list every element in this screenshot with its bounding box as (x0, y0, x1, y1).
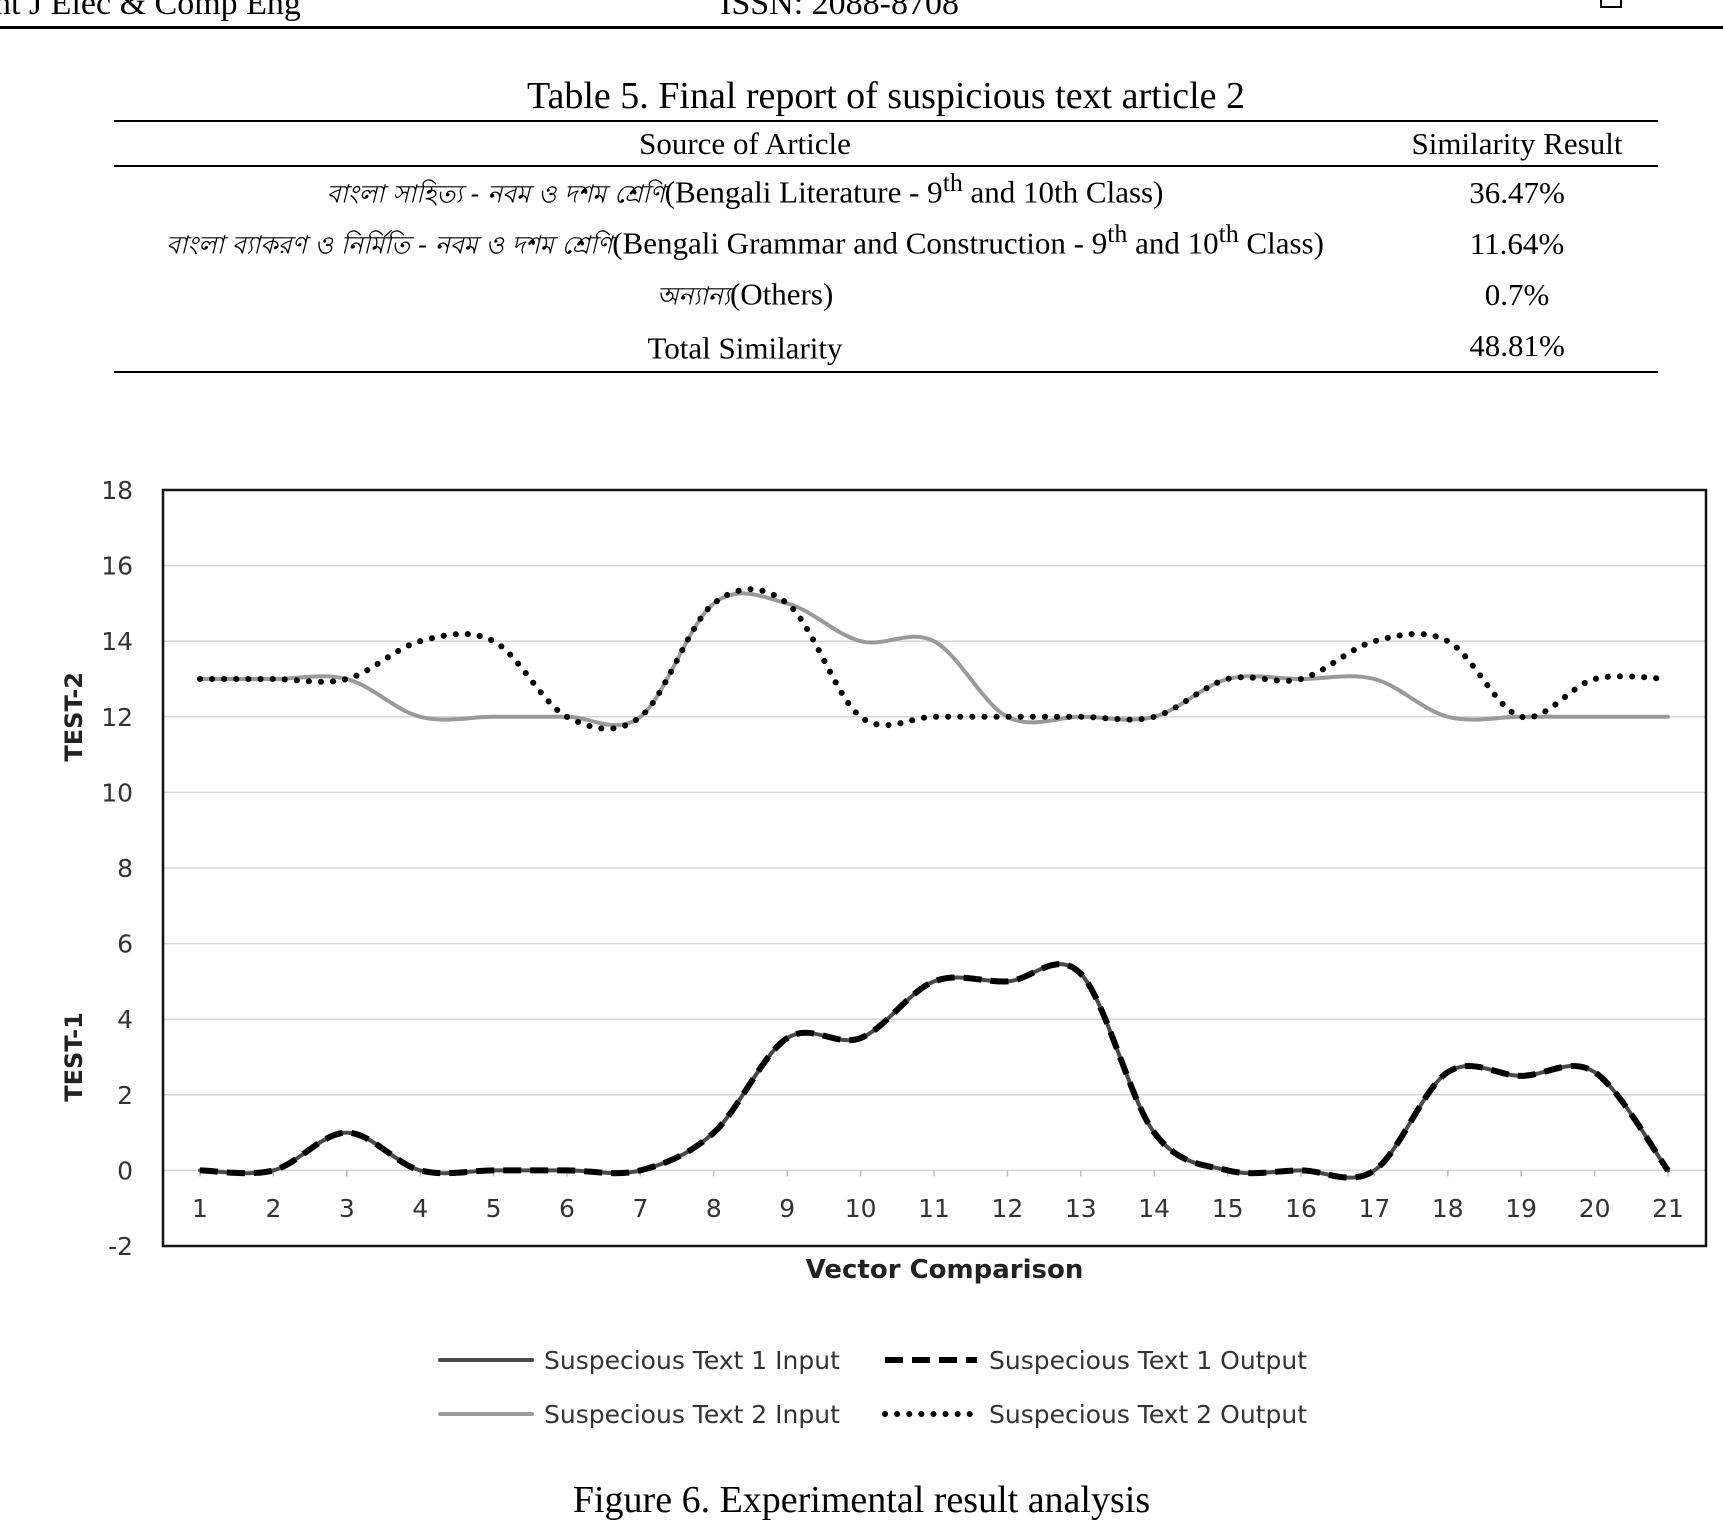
result-cell: 0.7% (1484, 276, 1550, 312)
bengali-text: অন্যান্য (656, 281, 730, 311)
x-axis-label: Vector Comparison (806, 1255, 1084, 1285)
source-text: (Bengali Grammar and Construction - 9 (612, 225, 1108, 261)
y-tick-label: 16 (101, 552, 133, 581)
x-tick-label: 19 (1505, 1194, 1537, 1223)
table-header-row: Source of Article Similarity Result (114, 121, 1658, 166)
column-header-source: Source of Article (639, 125, 851, 161)
y-tick-label: 2 (117, 1081, 133, 1110)
bengali-text: বাংলা সাহিত্য - নবম ও দশম শ্রেণি (326, 179, 665, 209)
source-text: and 10th Class) (962, 174, 1164, 210)
source-text: Class) (1238, 225, 1324, 261)
bengali-text: বাংলা ব্যাকরণ ও নির্মিতি - নবম ও দশম শ্র… (166, 230, 613, 260)
column-header-result: Similarity Result (1411, 125, 1623, 161)
x-tick-label: 14 (1138, 1194, 1170, 1223)
source-cell: বাংলা সাহিত্য - নবম ও দশম শ্রেণি(Bengali… (114, 166, 1376, 218)
y-tick-label: 0 (117, 1156, 133, 1185)
header-rule (0, 26, 1723, 29)
x-tick-label: 21 (1652, 1194, 1684, 1223)
x-tick-label: 12 (991, 1194, 1023, 1223)
superscript: th (942, 167, 963, 197)
y-axis-label: TEST-2 (60, 672, 88, 762)
table-row: বাংলা সাহিত্য - নবম ও দশম শ্রেণি(Bengali… (114, 166, 1658, 218)
source-text: (Bengali Literature - 9 (664, 174, 943, 210)
source-cell: বাংলা ব্যাকরণ ও নির্মিতি - নবম ও দশম শ্র… (114, 218, 1376, 269)
journal-name: nt J Elec & Comp Eng (0, 0, 301, 22)
table-caption: Table 5. Final report of suspicious text… (526, 75, 1246, 117)
source-cell: Total Similarity (114, 320, 1376, 372)
x-tick-label: 5 (486, 1194, 502, 1223)
legend-label: Suspecious Text 1 Input (544, 1346, 840, 1375)
x-tick-label: 7 (632, 1194, 648, 1223)
y-tick-label: 4 (117, 1005, 133, 1034)
y-tick-label: 8 (117, 854, 133, 883)
y-axis-label: TEST-1 (60, 1012, 88, 1102)
x-tick-label: 9 (779, 1194, 795, 1223)
source-text: Total Similarity (647, 330, 843, 366)
x-tick-label: 13 (1065, 1194, 1097, 1223)
x-tick-label: 10 (845, 1194, 877, 1223)
x-tick-label: 17 (1358, 1194, 1390, 1223)
superscript: th (1218, 218, 1239, 248)
table-row: অন্যান্য(Others) 0.7% (114, 269, 1658, 320)
x-tick-label: 4 (412, 1194, 428, 1223)
series-line-2 (199, 961, 1671, 1181)
source-text: (Others) (729, 276, 834, 312)
legend-label: Suspecious Text 2 Input (544, 1400, 840, 1429)
x-tick-label: 20 (1579, 1194, 1611, 1223)
issn: ISSN: 2088-8708 (720, 0, 959, 22)
result-cell: 36.47% (1469, 174, 1565, 210)
x-tick-label: 8 (706, 1194, 722, 1223)
similarity-table: Source of Article Similarity Result বাংল… (114, 120, 1658, 373)
box-icon (1600, 0, 1622, 8)
table-row: বাংলা ব্যাকরণ ও নির্মিতি - নবম ও দশম শ্র… (114, 218, 1658, 269)
x-tick-label: 2 (265, 1194, 281, 1223)
y-tick-label: -2 (108, 1232, 133, 1261)
x-tick-label: 11 (918, 1194, 950, 1223)
superscript: th (1107, 218, 1128, 248)
result-cell: 11.64% (1469, 225, 1565, 261)
x-tick-label: 1 (192, 1194, 208, 1223)
y-tick-label: 18 (101, 476, 133, 505)
legend-label: Suspecious Text 2 Output (989, 1400, 1307, 1429)
y-tick-label: 6 (117, 930, 133, 959)
y-tick-label: 14 (101, 627, 133, 656)
y-tick-label: 10 (101, 778, 133, 807)
legend-label: Suspecious Text 1 Output (989, 1346, 1307, 1375)
result-cell: 48.81% (1469, 327, 1565, 363)
x-tick-label: 18 (1432, 1194, 1464, 1223)
table-row: Total Similarity 48.81% (114, 320, 1658, 372)
running-header: nt J Elec & Comp Eng ISSN: 2088-8708 (0, 0, 1723, 26)
x-tick-label: 16 (1285, 1194, 1317, 1223)
x-tick-label: 15 (1212, 1194, 1244, 1223)
series-line-4 (197, 586, 1671, 732)
y-tick-label: 12 (101, 703, 133, 732)
figure-caption: Figure 6. Experimental result analysis (572, 1479, 1151, 1521)
source-text: and 10 (1127, 225, 1219, 261)
plot-frame (161, 488, 1708, 1248)
x-tick-label: 6 (559, 1194, 575, 1223)
series-line-3 (198, 591, 1670, 728)
x-tick-label: 3 (339, 1194, 355, 1223)
source-cell: অন্যান্য(Others) (114, 269, 1376, 320)
